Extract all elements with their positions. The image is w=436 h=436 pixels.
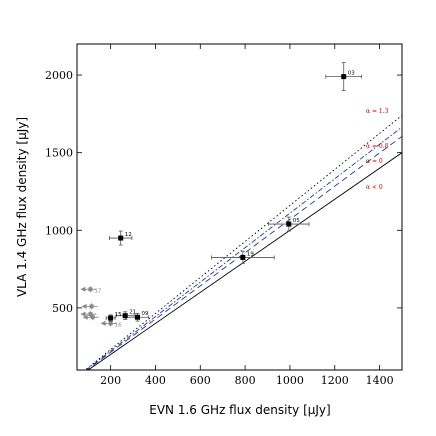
- y-axis-title: VLA 1.4 GHz flux density [μJy]: [15, 117, 29, 297]
- detection-label: 19: [247, 251, 254, 257]
- upper-limit-arrow: [80, 311, 86, 317]
- detection-point: [135, 314, 141, 320]
- plot-frame: [76, 43, 403, 371]
- detection-point: [341, 74, 347, 80]
- y-tick-label: 1500: [45, 147, 73, 160]
- detection-point: [122, 313, 128, 319]
- detection-label: 03: [348, 71, 355, 77]
- reference-line-label: α < 0: [366, 184, 383, 191]
- reference-line: [84, 115, 402, 370]
- upper-limit-arrow: [80, 286, 86, 292]
- upper-limit-marker: [108, 321, 113, 326]
- y-tick-label: 2000: [45, 69, 73, 82]
- upper-limit-arrow: [81, 303, 87, 309]
- detection-point: [240, 254, 246, 260]
- x-axis-title: EVN 1.6 GHz flux density [μJy]: [149, 403, 330, 417]
- x-tick-label: 1200: [321, 374, 349, 387]
- x-tick-label: 600: [190, 374, 211, 387]
- detection-label: 05: [293, 218, 300, 224]
- reference-line: [87, 152, 402, 370]
- detection-point: [118, 235, 124, 241]
- detection-label: 15: [115, 312, 122, 318]
- axis-ticks: 200 400 600 800 1000 1200 1400 500 1000 1500 2000: [45, 44, 402, 387]
- reference-line: [85, 126, 402, 370]
- x-tick-label: 1000: [276, 374, 304, 387]
- upper-limit-label: 17: [94, 288, 101, 294]
- upper-limit-marker: [89, 304, 94, 309]
- upper-limit-arrow: [82, 314, 88, 320]
- x-tick-label: 1400: [366, 374, 394, 387]
- reference-line: [85, 136, 402, 370]
- detection-label: 12: [125, 232, 132, 238]
- x-tick-label: 400: [145, 374, 166, 387]
- detection-label: 21: [129, 310, 136, 316]
- plot-content: [80, 62, 402, 370]
- upper-limit-marker: [90, 315, 95, 320]
- reference-line-label: α = 0.8: [366, 143, 389, 150]
- reference-line-label: α = 1.3: [366, 108, 389, 115]
- reference-line-label: α = 0: [366, 158, 383, 165]
- upper-limit-marker: [88, 287, 93, 292]
- upper-limit-arrow: [100, 320, 106, 326]
- x-tick-label: 800: [235, 374, 256, 387]
- detection-point: [286, 221, 292, 227]
- upper-limit-marker: [88, 312, 93, 317]
- detection-label: 09: [142, 311, 149, 317]
- detection-point: [108, 315, 114, 321]
- x-tick-label: 200: [100, 374, 121, 387]
- y-tick-label: 1000: [45, 224, 73, 237]
- upper-limit-label: 16: [115, 322, 122, 328]
- y-tick-label: 500: [52, 302, 73, 315]
